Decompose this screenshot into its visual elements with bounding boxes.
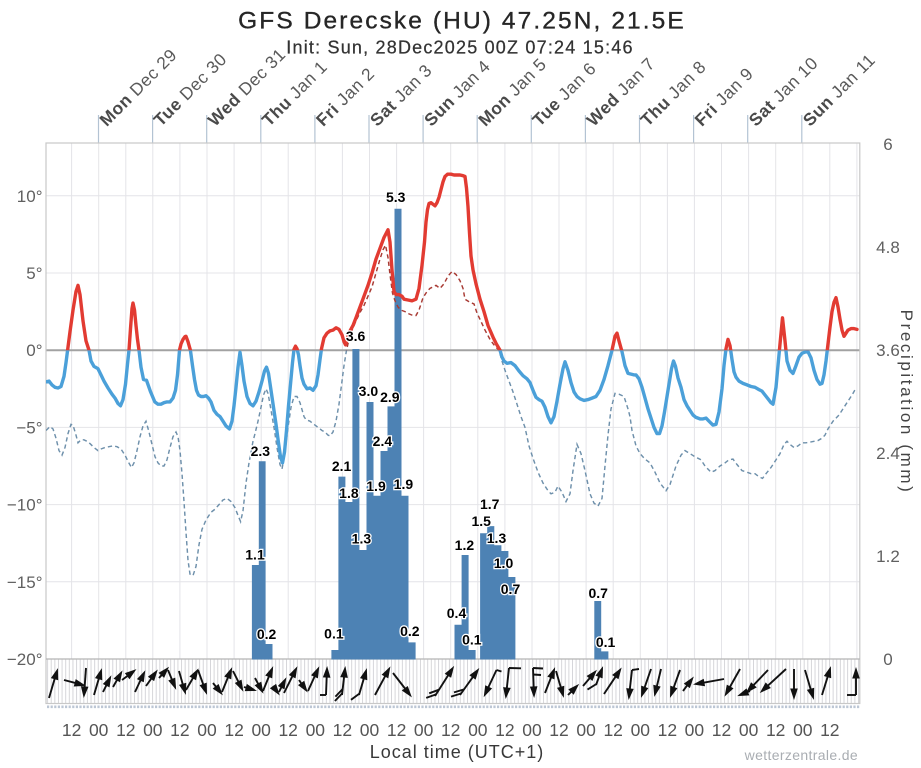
svg-text:2.9: 2.9 [380,389,400,405]
svg-text:12: 12 [820,720,839,740]
svg-text:3.6: 3.6 [346,328,366,344]
svg-text:1.1: 1.1 [245,547,265,563]
svg-text:0.2: 0.2 [400,623,420,639]
svg-text:00: 00 [197,720,217,740]
svg-text:12: 12 [116,720,135,740]
svg-text:00: 00 [414,720,434,740]
svg-text:1.3: 1.3 [487,530,507,546]
svg-text:Init: Sun, 28Dec2025 00Z 07:24: Init: Sun, 28Dec2025 00Z 07:24 15:46 [286,38,633,58]
svg-text:00: 00 [739,720,759,740]
svg-text:0.7: 0.7 [588,585,608,601]
svg-text:−20°: −20° [7,650,43,669]
svg-text:4.8: 4.8 [876,238,900,257]
svg-text:3.0: 3.0 [359,383,379,399]
svg-text:10°: 10° [17,187,43,206]
svg-text:12: 12 [62,720,81,740]
svg-text:00: 00 [576,720,596,740]
svg-text:0.7: 0.7 [501,581,521,597]
svg-text:12: 12 [712,720,731,740]
svg-text:12: 12 [441,720,460,740]
svg-text:12: 12 [495,720,514,740]
svg-text:00: 00 [522,720,542,740]
svg-text:0.1: 0.1 [462,632,482,648]
svg-text:12: 12 [658,720,677,740]
svg-text:Precipitation (mm): Precipitation (mm) [897,310,916,495]
svg-text:12: 12 [224,720,243,740]
svg-text:00: 00 [685,720,705,740]
svg-text:2.1: 2.1 [332,458,352,474]
svg-text:wetterzentrale.de: wetterzentrale.de [744,747,858,763]
svg-text:2.4: 2.4 [373,433,393,449]
svg-text:12: 12 [766,720,785,740]
svg-text:5°: 5° [26,264,42,283]
svg-text:−10°: −10° [7,496,43,515]
svg-text:0.1: 0.1 [324,626,344,642]
svg-text:1.5: 1.5 [471,513,491,529]
svg-text:12: 12 [603,720,622,740]
svg-text:2.3: 2.3 [251,443,271,459]
svg-text:1.7: 1.7 [480,496,500,512]
svg-text:0.7: 0.7 [501,581,521,597]
svg-text:−5°: −5° [16,418,42,437]
svg-text:1.9: 1.9 [366,478,386,494]
svg-text:3.6: 3.6 [876,341,900,360]
svg-text:2.4: 2.4 [876,444,900,463]
svg-text:−15°: −15° [7,573,43,592]
svg-text:1.1: 1.1 [245,547,265,563]
svg-text:1.0: 1.0 [494,555,514,571]
svg-text:00: 00 [468,720,488,740]
svg-text:0.2: 0.2 [257,626,277,642]
svg-text:1.3: 1.3 [352,531,372,547]
svg-text:1.8: 1.8 [339,485,359,501]
svg-text:0.1: 0.1 [596,634,616,650]
svg-text:0°: 0° [26,341,42,360]
svg-text:00: 00 [631,720,651,740]
svg-text:1.3: 1.3 [352,531,372,547]
svg-text:00: 00 [306,720,326,740]
svg-text:6: 6 [883,135,892,154]
svg-text:00: 00 [89,720,109,740]
svg-text:1.2: 1.2 [455,537,475,553]
svg-text:1.7: 1.7 [480,496,500,512]
svg-text:0.4: 0.4 [447,605,467,621]
svg-text:GFS Derecske (HU) 47.25N, 21.5: GFS Derecske (HU) 47.25N, 21.5E [238,8,686,35]
svg-text:0.1: 0.1 [324,626,344,642]
svg-text:2.4: 2.4 [373,433,393,449]
svg-text:2.1: 2.1 [332,458,352,474]
svg-text:0.1: 0.1 [596,634,616,650]
svg-text:Local time (UTC+1): Local time (UTC+1) [370,742,545,762]
svg-text:1.2: 1.2 [455,537,475,553]
svg-text:1.2: 1.2 [876,547,900,566]
svg-text:00: 00 [360,720,380,740]
svg-text:1.0: 1.0 [494,555,514,571]
svg-text:00: 00 [143,720,163,740]
svg-text:5.3: 5.3 [386,189,406,205]
svg-text:2.3: 2.3 [251,443,271,459]
svg-text:1.5: 1.5 [471,513,491,529]
svg-text:1.8: 1.8 [339,485,359,501]
svg-text:0.7: 0.7 [588,585,608,601]
svg-text:12: 12 [387,720,406,740]
svg-text:2.9: 2.9 [380,389,400,405]
svg-text:00: 00 [251,720,271,740]
svg-text:0.1: 0.1 [462,632,482,648]
svg-text:1.9: 1.9 [394,476,414,492]
svg-text:0.4: 0.4 [447,605,467,621]
svg-text:3.0: 3.0 [359,383,379,399]
svg-text:1.9: 1.9 [394,476,414,492]
svg-text:5.3: 5.3 [386,189,406,205]
svg-text:12: 12 [170,720,189,740]
svg-text:12: 12 [278,720,297,740]
svg-text:0: 0 [883,650,892,669]
svg-text:12: 12 [549,720,568,740]
svg-text:3.6: 3.6 [346,328,366,344]
svg-text:1.9: 1.9 [366,478,386,494]
svg-text:12: 12 [333,720,352,740]
svg-text:0.2: 0.2 [257,626,277,642]
svg-text:00: 00 [793,720,813,740]
svg-text:0.2: 0.2 [400,623,420,639]
svg-text:1.3: 1.3 [487,530,507,546]
